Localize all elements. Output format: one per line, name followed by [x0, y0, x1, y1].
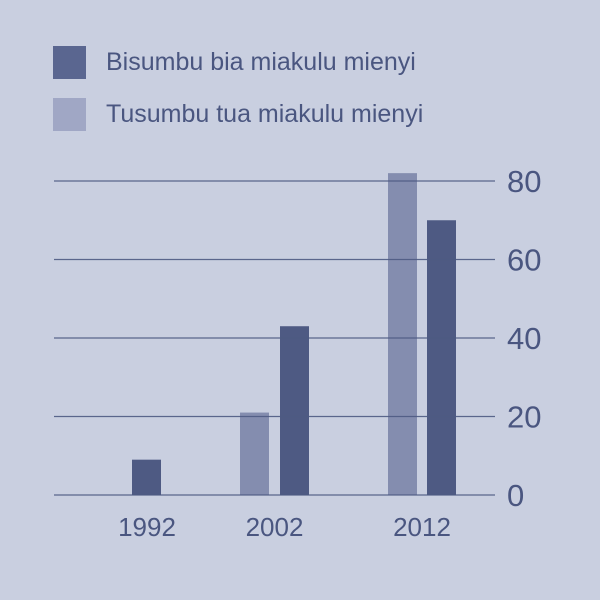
bar-2012-dark	[427, 220, 456, 495]
y-tick-label: 40	[507, 321, 541, 356]
bar-2002-light	[240, 412, 269, 495]
bar-1992-dark	[132, 459, 161, 495]
legend-swatch-dark	[53, 46, 86, 79]
bar-2012-light	[388, 173, 417, 495]
legend-label-dark: Bisumbu bia miakulu mienyi	[106, 48, 416, 76]
x-tick-label: 2012	[393, 512, 451, 542]
y-tick-label: 80	[507, 164, 541, 199]
legend-swatch-light	[53, 98, 86, 131]
x-tick-label: 1992	[118, 512, 176, 542]
legend-item-dark: Bisumbu bia miakulu mienyi	[53, 46, 416, 79]
legend-label-light: Tusumbu tua miakulu mienyi	[106, 100, 424, 128]
legend-item-light: Tusumbu tua miakulu mienyi	[53, 98, 423, 131]
y-tick-label: 20	[507, 400, 541, 435]
y-tick-label: 60	[507, 243, 541, 278]
bar-2002-dark	[280, 326, 309, 495]
y-tick-label: 0	[507, 478, 524, 513]
x-tick-label: 2002	[246, 512, 304, 542]
